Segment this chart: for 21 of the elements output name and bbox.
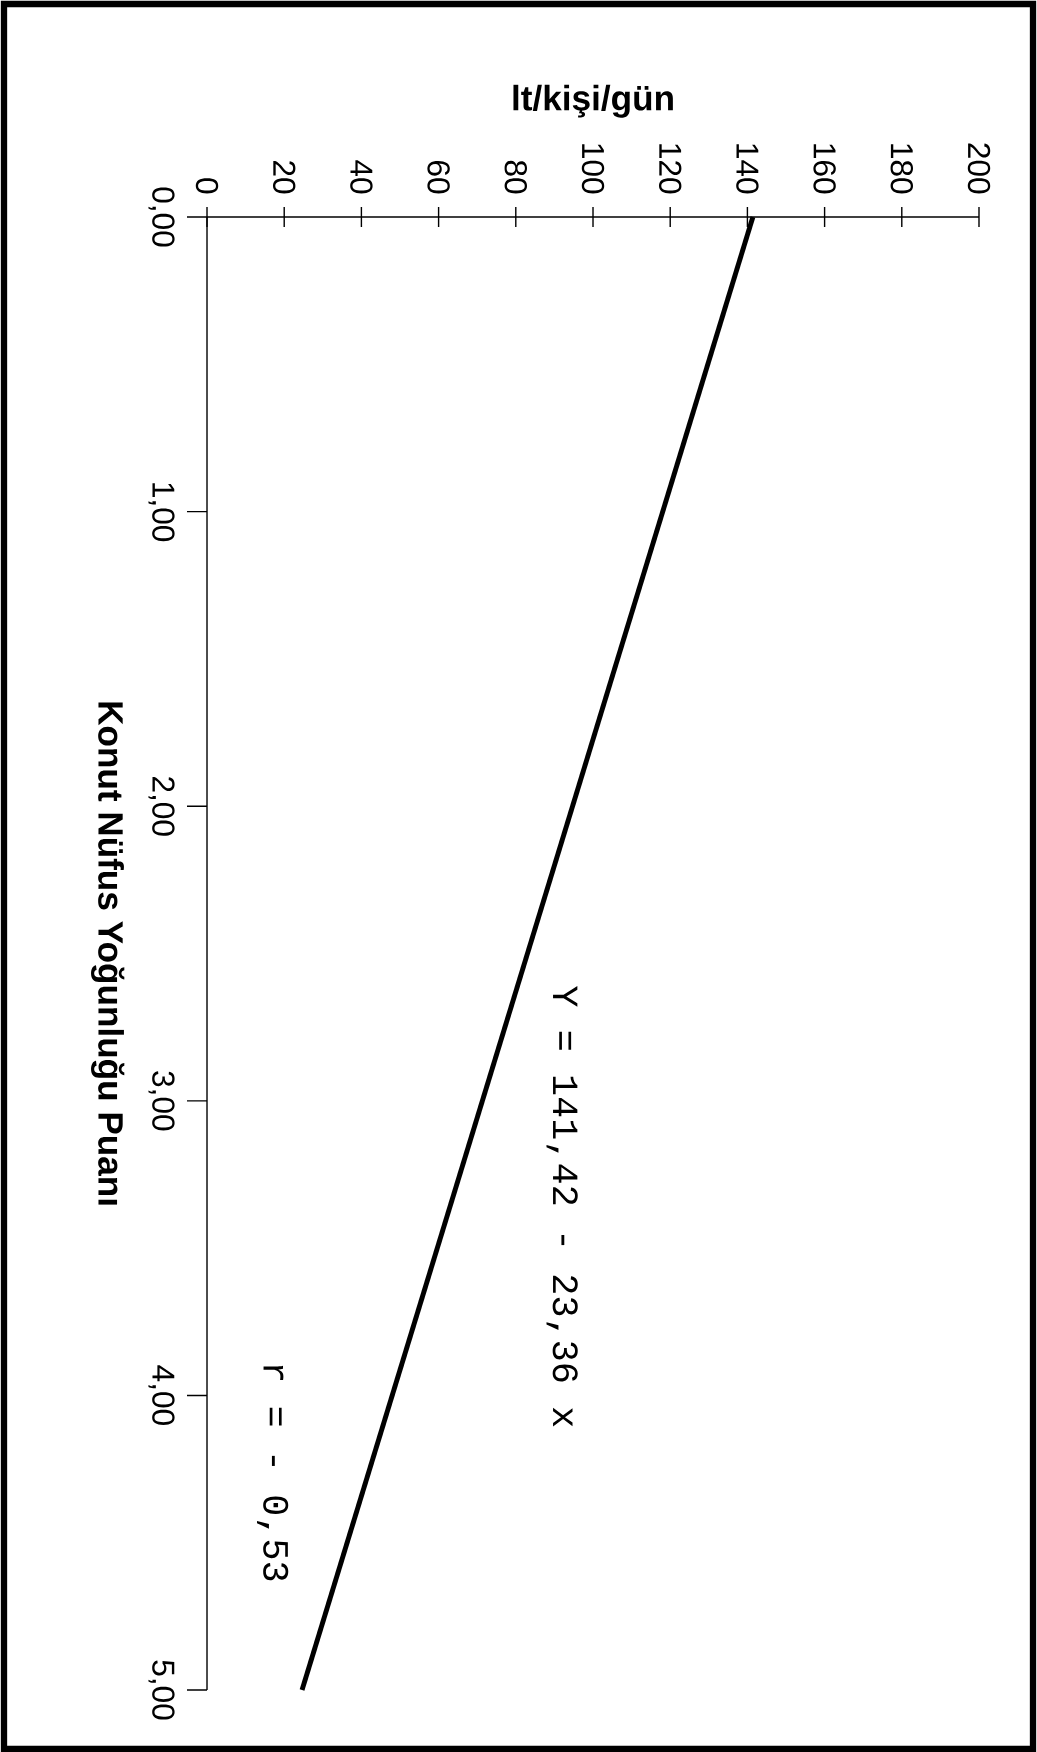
x-tick-label: 140 [736, 144, 759, 194]
y-tick-label: 5,00 [148, 1660, 175, 1720]
x-tick-label: 120 [658, 144, 682, 194]
x-tick-label: 80 [504, 160, 528, 194]
y-tick-label: 3,00 [148, 1071, 175, 1131]
x-tick-label: 180 [890, 144, 914, 194]
x-tick-label: 60 [427, 161, 450, 194]
annotation: Y = 141,42 - 23,36 x [546, 986, 578, 1427]
y-axis-title: Konut Nüfus Yoğunluğu Puanı [91, 702, 125, 1205]
x-tick-label: 160 [813, 144, 836, 194]
x-tick-label: 200 [967, 143, 991, 194]
y-tick-label: 2,00 [148, 777, 175, 836]
x-axis-title: lt/kişi/gün [513, 84, 673, 118]
x-tick-label: 40 [350, 160, 373, 194]
x-tick-label: 20 [272, 161, 296, 194]
y-tick-label: 0,00 [148, 187, 175, 247]
y-tick-label: 4,00 [148, 1365, 175, 1425]
annotation: r = - 0,53 [256, 1365, 289, 1581]
x-tick-label: 100 [581, 144, 605, 194]
y-tick-label: 1,00 [148, 483, 175, 542]
x-tick-label: 0 [195, 178, 219, 194]
